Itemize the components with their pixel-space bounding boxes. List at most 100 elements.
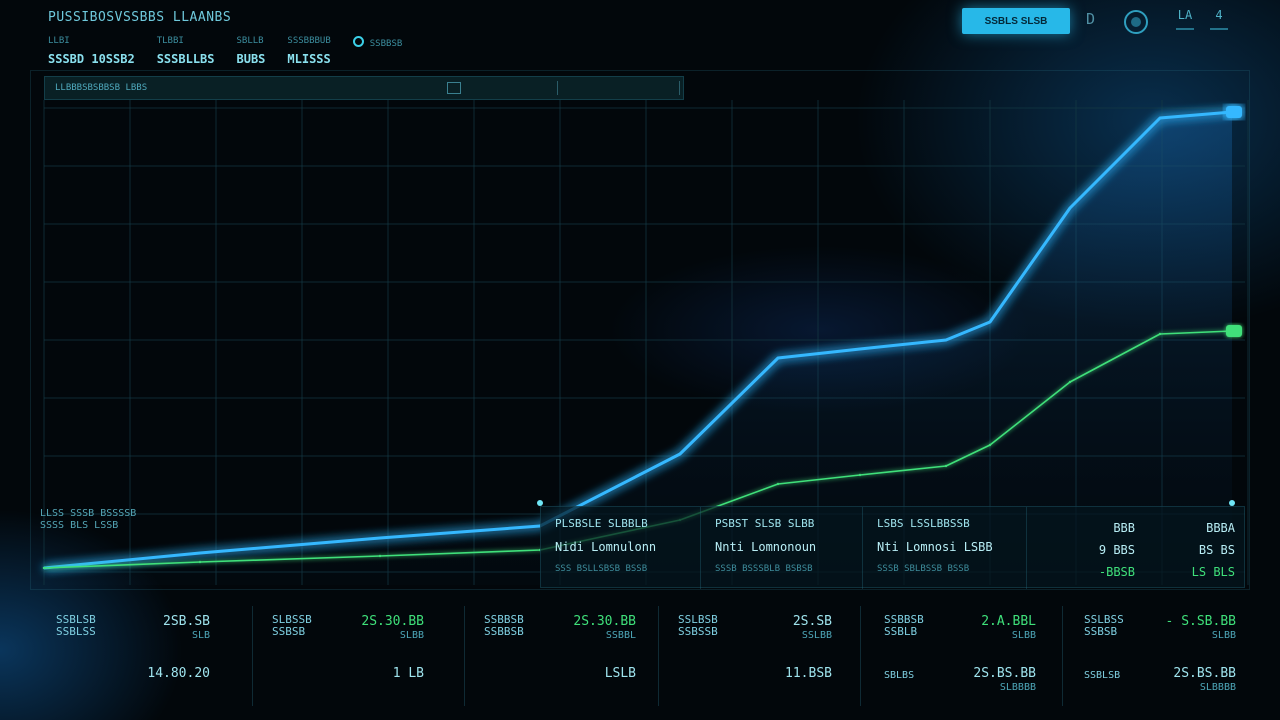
- header-stat-live[interactable]: SSBBSB: [353, 36, 403, 66]
- d-icon[interactable]: D: [1086, 10, 1096, 28]
- kpi-bottom-value: 11.BSB: [785, 666, 832, 681]
- kpi-sub: SLBB: [1011, 630, 1036, 641]
- data-point: [678, 452, 682, 456]
- series-line-blue: [43, 110, 1233, 570]
- info-cell[interactable]: PLSBSLE SLBBLB Nidi Lomnulonn SSS BSLLSB…: [541, 507, 701, 589]
- data-point: [776, 482, 780, 486]
- data-point: [378, 536, 382, 540]
- data-point: [198, 551, 202, 555]
- stat-label: SSSBBBUB: [287, 36, 331, 46]
- info-cell-meta: SSSB BSSSBLB BSBSB: [715, 564, 813, 574]
- kpi-card[interactable]: SSBBSB SSBLB 2.A.BBL SLBB SBLBS 2S.BS.BB…: [884, 606, 1036, 712]
- kpi-bottom-label: SSBLSB: [1084, 670, 1121, 681]
- kpi-value: 2S.30.BB: [573, 614, 636, 629]
- kpi-divider: [252, 606, 253, 706]
- kpi-bottom-label: SBLBS: [884, 670, 915, 681]
- baseline-end-node: [1229, 500, 1235, 506]
- kpi-sub: SSBBL: [605, 630, 636, 641]
- kpi-divider: [860, 606, 861, 706]
- kpi-sub: SLBB: [1211, 630, 1236, 641]
- header-stat: SBLLB BUBS: [237, 36, 266, 66]
- mini-stat-a-bar: [1176, 28, 1194, 30]
- kpi-card[interactable]: SSBLSB SSBLSS 2SB.SB SLB 14.80.20: [56, 606, 210, 712]
- data-point: [1158, 116, 1162, 120]
- stat-label: SBLLB: [236, 36, 264, 46]
- kpi-name: SSBBSB SSBBSB: [484, 613, 524, 638]
- stat-value: SSSBD 10SSB2: [48, 52, 135, 66]
- header-stats: LLBI SSSBD 10SSB2 TLBBI SSSBLLBS SBLLB B…: [48, 36, 402, 66]
- data-point: [1068, 206, 1072, 210]
- data-point: [988, 320, 992, 324]
- kpi-value: 2S.SB: [792, 614, 832, 629]
- kpi-bottom-sub: SLBBBB: [999, 682, 1036, 693]
- kpi-value: 2.A.BBL: [981, 614, 1036, 629]
- data-point: [198, 560, 202, 564]
- data-point: [1068, 380, 1072, 384]
- kpi-card[interactable]: SLBSSB SSBSB 2S.30.BB SLBB 1 LB: [272, 606, 424, 712]
- filter-checkbox[interactable]: [447, 82, 461, 94]
- kpi-name: SSBBSB SSBLB: [884, 613, 924, 638]
- kpi-name: SSLBSS SSBSB: [1084, 613, 1124, 638]
- mini-stat-b-value: 4: [1215, 8, 1223, 22]
- kpi-divider: [1062, 606, 1063, 706]
- kpi-divider: [658, 606, 659, 706]
- kpi-bottom-value: 14.80.20: [147, 666, 210, 681]
- info-cell-name: Nti Lomnosi LSBB: [877, 540, 993, 554]
- axis-label: SSSS BLS LSSB: [40, 520, 119, 531]
- axis-label: LLSS SSSB BSSSSB: [40, 508, 137, 519]
- mini-stat-a[interactable]: LA: [1176, 8, 1194, 30]
- kpi-bottom-value: LSLB: [604, 666, 636, 681]
- kpi-name: SLBSSB SSBSB: [272, 613, 312, 638]
- info-value: 9 BBS: [1098, 543, 1135, 557]
- stat-label: SSBBSB: [353, 36, 403, 49]
- kpi-sub: SLBB: [399, 630, 424, 641]
- kpi-divider: [464, 606, 465, 706]
- info-value: -BBSB: [1098, 565, 1135, 579]
- stat-label: LLBI: [48, 36, 70, 46]
- kpi-sub: SLB: [191, 630, 210, 641]
- info-cell-name: Nidi Lomnulonn: [555, 540, 657, 554]
- mini-stat-b[interactable]: 4: [1210, 8, 1228, 30]
- filter-bar[interactable]: LLBBBSBSBBSB LBBS: [44, 76, 684, 100]
- kpi-bottom-value: 2S.BS.BB: [1173, 666, 1236, 681]
- dial-icon[interactable]: [1124, 10, 1148, 34]
- baseline-start-node: [537, 500, 543, 506]
- primary-action-button[interactable]: SSBLS SLSB: [962, 8, 1070, 34]
- series-end-marker-green: [1226, 325, 1242, 337]
- data-point: [1158, 332, 1162, 336]
- kpi-bottom-value: 1 LB: [392, 666, 424, 681]
- info-cell-meta: SSS BSLLSBSB BSSB: [555, 564, 648, 574]
- info-table: PLSBSLE SLBBLB Nidi Lomnulonn SSS BSLLSB…: [540, 506, 1245, 589]
- data-point: [944, 464, 948, 468]
- series-end-marker-blue: [1226, 106, 1242, 118]
- info-cell-meta: SSSB SBLBSSB BSSB: [877, 564, 970, 574]
- data-point: [378, 554, 382, 558]
- data-point: [858, 347, 862, 351]
- chart-frame: [30, 70, 1250, 590]
- data-point: [42, 566, 46, 570]
- info-cell[interactable]: PSBST SLSB SLBB Nnti Lomnonoun SSSB BSSS…: [701, 507, 863, 589]
- kpi-value: 2SB.SB: [163, 614, 210, 629]
- info-cell[interactable]: LSBS LSSLBBSSB Nti Lomnosi LSBB SSSB SBL…: [863, 507, 1027, 589]
- kpi-card[interactable]: SSBBSB SSBBSB 2S.30.BB SSBBL LSLB: [484, 606, 636, 712]
- kpi-card[interactable]: SSLBSB SSBSSB 2S.SB SSLBB 11.BSB: [678, 606, 832, 712]
- header-stat: TLBBI SSSBLLBS: [157, 36, 215, 66]
- info-cell-name: Nnti Lomnonoun: [715, 540, 817, 554]
- kpi-bottom-value: 2S.BS.BB: [973, 666, 1036, 681]
- series-line-green: [43, 330, 1233, 569]
- stat-value: BUBS: [236, 52, 266, 66]
- stat-value: SSSBLLBS: [156, 52, 215, 66]
- kpi-bottom-sub: SLBBBB: [1199, 682, 1236, 693]
- stat-value: MLISSS: [287, 52, 331, 66]
- app-title: PUSSIBOSVSSBBS LLAANBS: [48, 10, 232, 25]
- header-stat: LLBI SSSBD 10SSB2: [48, 36, 135, 66]
- data-point: [944, 338, 948, 342]
- filter-text: LLBBBSBSBBSB LBBS: [55, 83, 148, 93]
- info-value-column-b: BBBA BS BS LS BLS: [1145, 517, 1235, 583]
- info-value-column-a: BBB 9 BBS -BBSB: [1041, 517, 1135, 583]
- info-value: BBB: [1113, 521, 1135, 535]
- kpi-card[interactable]: SSLBSS SSBSB - S.SB.BB SLBB SSBLSB 2S.BS…: [1084, 606, 1236, 712]
- mini-stat-a-value: LA: [1177, 8, 1193, 22]
- kpi-value: - S.SB.BB: [1165, 614, 1236, 629]
